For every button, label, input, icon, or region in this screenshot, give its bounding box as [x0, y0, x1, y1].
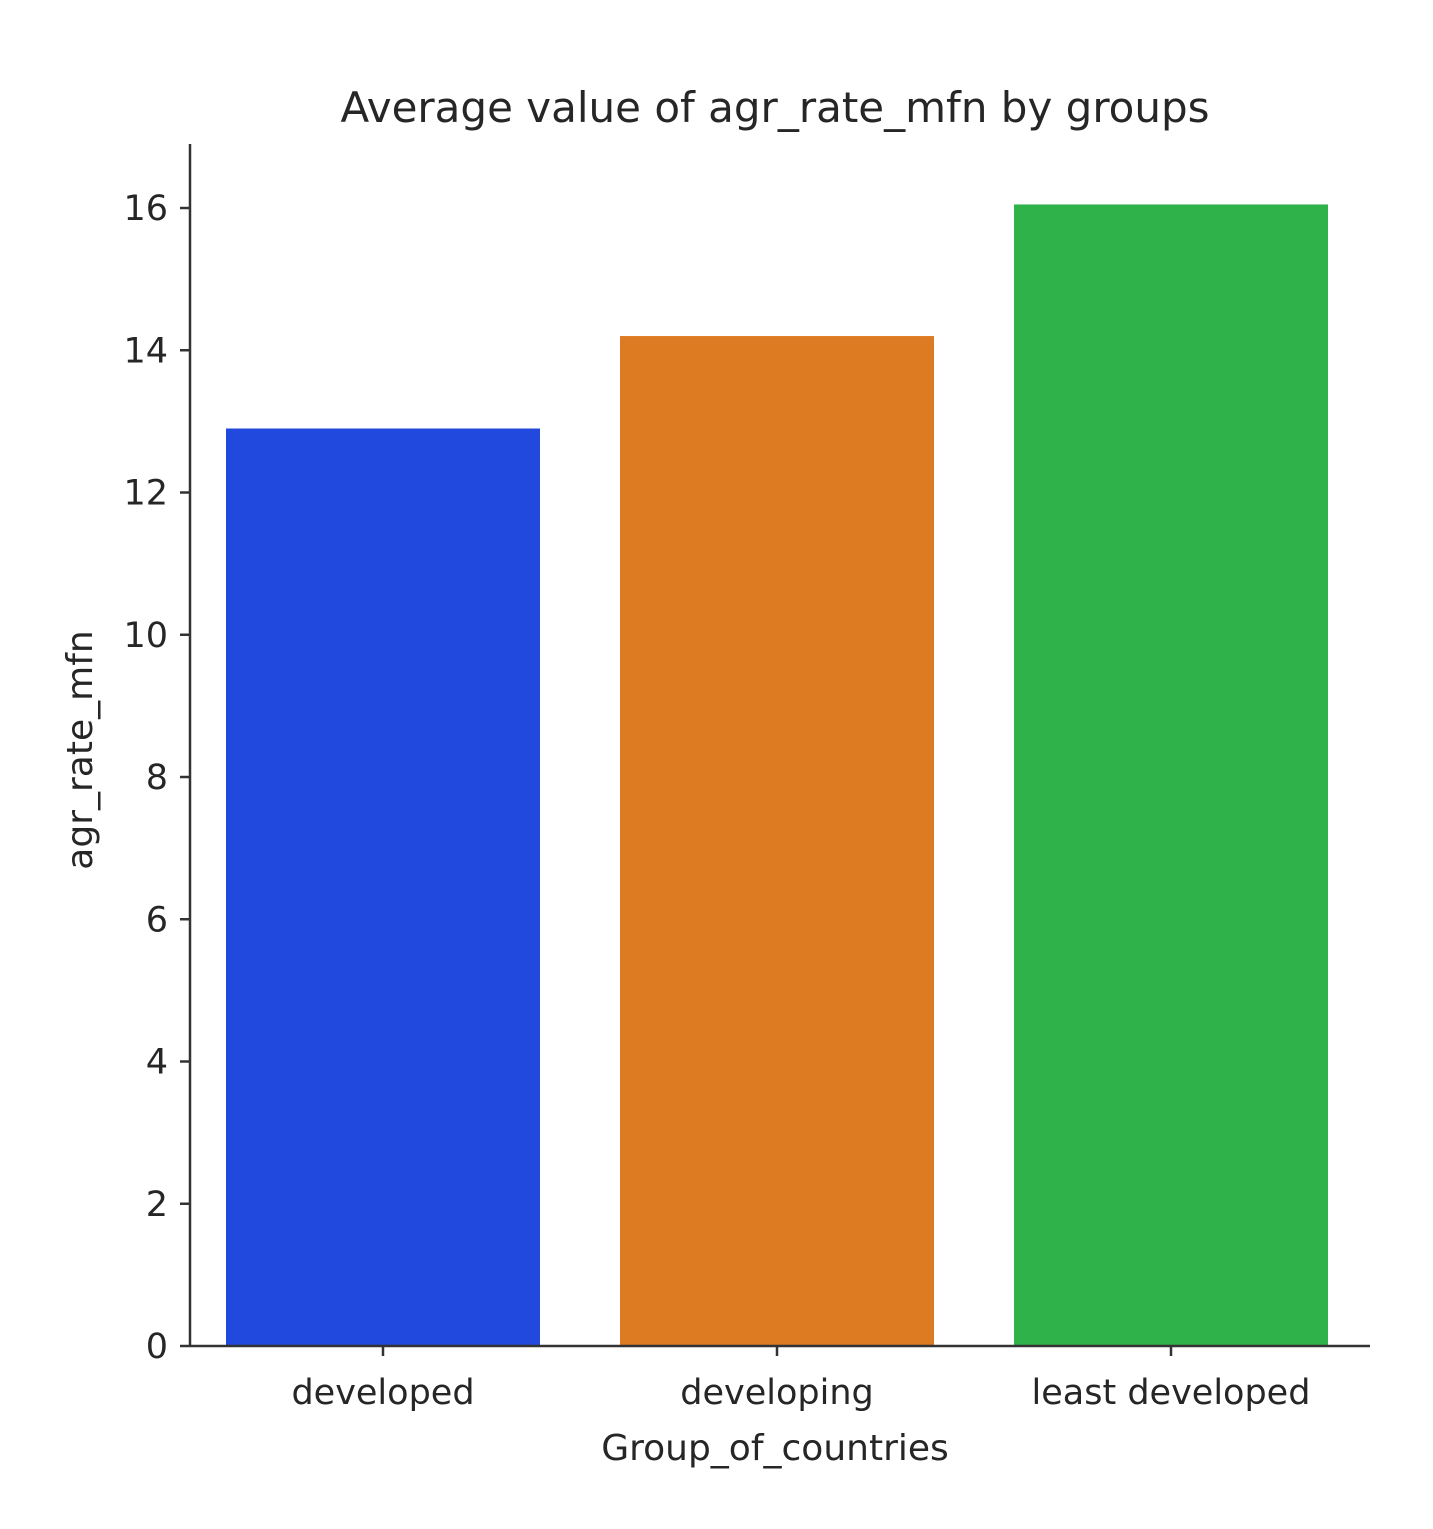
x-tick-label: developed	[291, 1373, 474, 1413]
x-tick-label: developing	[680, 1373, 873, 1413]
y-tick-label: 0	[146, 1327, 168, 1367]
y-tick-label: 12	[123, 474, 168, 514]
bar-developed	[226, 428, 540, 1346]
y-tick-label: 6	[146, 900, 168, 940]
x-axis-ticks: developed developing least developed	[291, 1346, 1310, 1413]
y-tick-label: 8	[146, 758, 168, 798]
y-tick-label: 2	[146, 1185, 168, 1225]
bars-group	[226, 204, 1328, 1347]
chart-title: Average value of agr_rate_mfn by groups	[340, 83, 1209, 132]
x-tick-label: least developed	[1032, 1373, 1311, 1413]
y-tick-label: 10	[123, 616, 168, 656]
bar-developing	[620, 336, 934, 1346]
y-axis-ticks: 0 2 4 6 8 10 12 14 16	[123, 189, 190, 1367]
x-axis-label: Group_of_countries	[601, 1428, 949, 1469]
y-tick-label: 14	[123, 331, 168, 371]
y-tick-label: 4	[146, 1043, 168, 1083]
y-axis-label: agr_rate_mfn	[60, 630, 101, 869]
y-tick-label: 16	[123, 189, 168, 229]
bar-least-developed	[1014, 204, 1328, 1347]
